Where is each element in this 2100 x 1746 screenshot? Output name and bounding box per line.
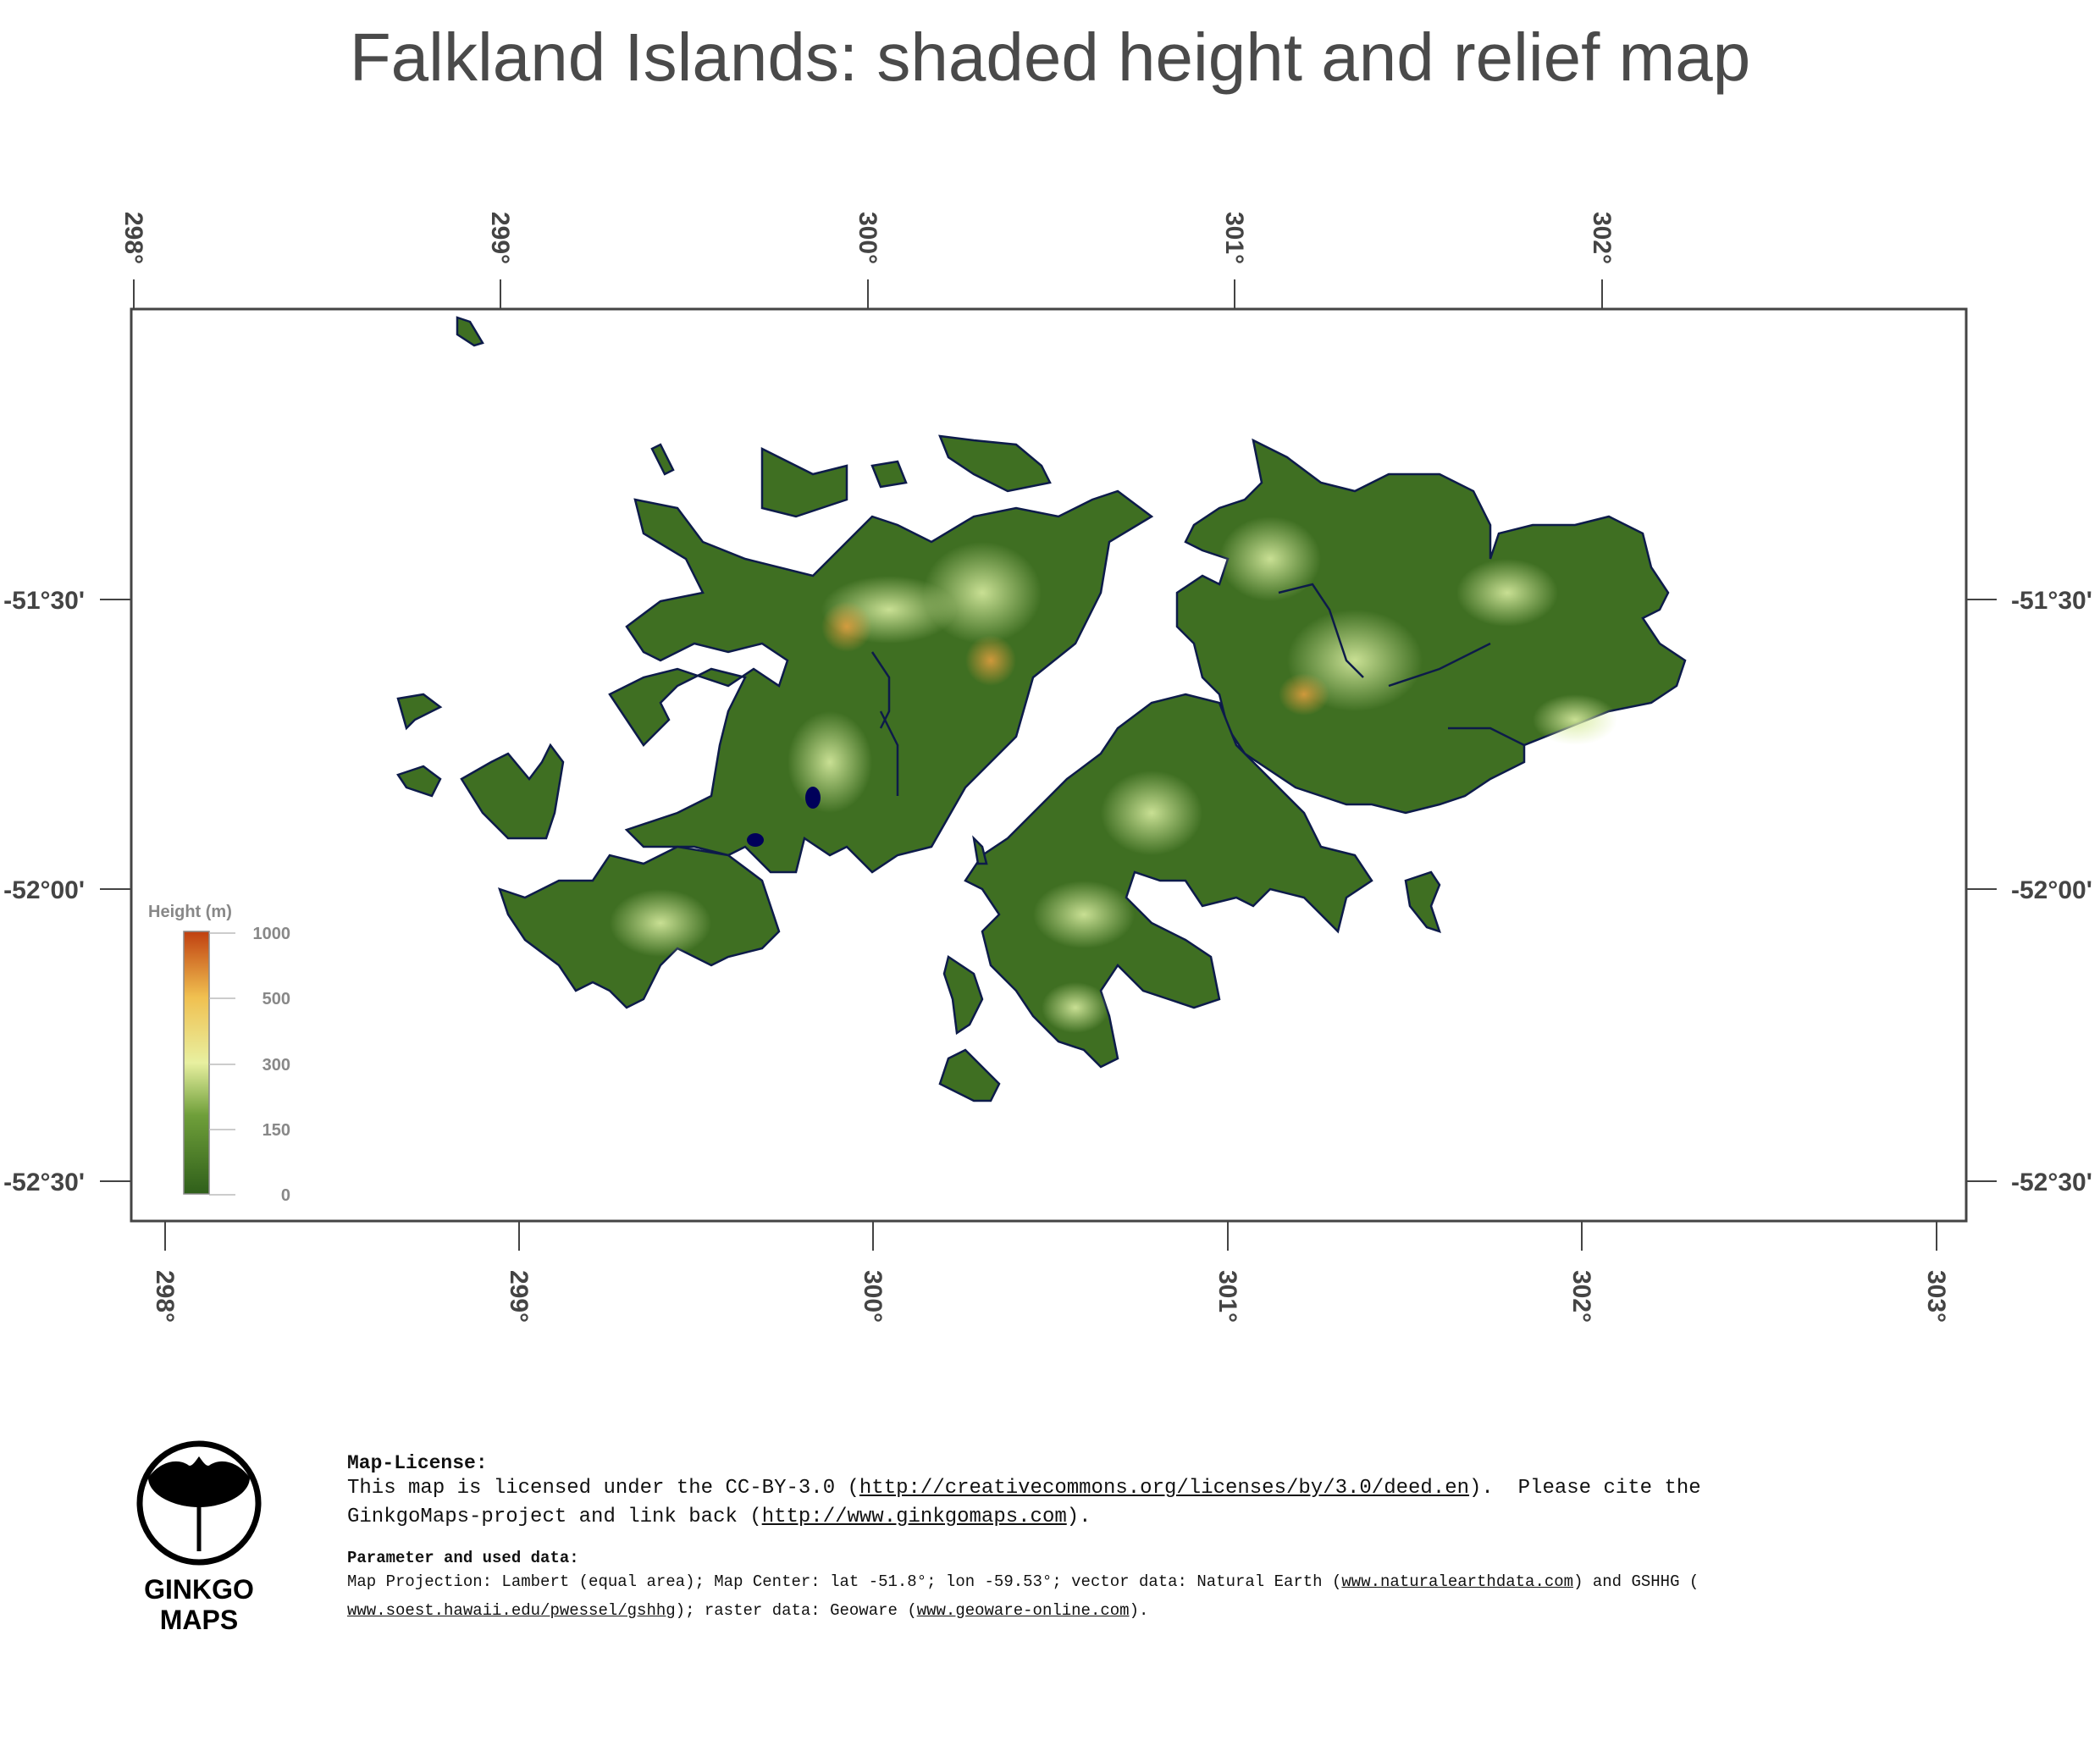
bottom-tick-label: 300° [859, 1270, 887, 1323]
top-tick-label: 302° [1588, 212, 1616, 264]
project-link[interactable]: http://www.ginkgomaps.com [761, 1506, 1067, 1528]
bottom-tick-label: 302° [1567, 1270, 1595, 1323]
license-text-2: ). Please cite the [1469, 1477, 1701, 1500]
lively-island [1404, 870, 1441, 933]
param-text-1: Map Projection: Lambert (equal area); Ma… [347, 1572, 1342, 1591]
param-heading: Parameter and used data: [347, 1549, 579, 1567]
bottom-tick-label: 303° [1922, 1270, 1950, 1323]
saunders-island [938, 434, 1052, 493]
legend-tick-label: 300 [262, 1056, 290, 1075]
top-tick-label: 298° [119, 212, 147, 264]
speedwell-island [942, 954, 984, 1036]
param-text-4: ). [1129, 1601, 1149, 1620]
left-tick-label: -52°30' [3, 1169, 85, 1196]
bottom-tick-label: 299° [505, 1270, 533, 1323]
axis-ticks [100, 279, 1997, 1251]
lake-2 [747, 833, 764, 847]
pebble-island [760, 446, 848, 518]
license-text-4: ). [1066, 1506, 1091, 1528]
map-frame [130, 307, 1968, 1223]
lake-1 [805, 787, 821, 809]
logo-line-1: GINKGO [144, 1574, 254, 1605]
left-tick-label: -51°30' [3, 587, 85, 615]
legend-tick-label: 0 [281, 1186, 290, 1205]
license-link[interactable]: http://creativecommons.org/licenses/by/3… [859, 1477, 1470, 1500]
param-text: Map Projection: Lambert (equal area); Ma… [347, 1567, 2024, 1625]
natural-earth-link[interactable]: www.naturalearthdata.com [1341, 1572, 1574, 1591]
param-text-2: ) and GSHHG ( [1573, 1572, 1699, 1591]
param-text-3: ); raster data: Geoware ( [675, 1601, 917, 1620]
east-islet-a [972, 835, 988, 865]
license-text-1: This map is licensed under the CC-BY-3.0… [347, 1477, 859, 1500]
footer: Map-License: This map is licensed under … [347, 1452, 2024, 1625]
jason-island [456, 316, 484, 347]
top-tick-label: 300° [854, 212, 881, 264]
right-tick-label: -51°30' [2011, 587, 2092, 615]
west-islet-a [396, 693, 443, 731]
right-tick-label: -52°00' [2011, 876, 2092, 904]
ginkgo-leaf-icon [136, 1440, 262, 1566]
map-title: Falkland Islands: shaded height and reli… [349, 19, 1751, 95]
top-tick-label: 301° [1220, 212, 1248, 264]
right-tick-label: -52°30' [2011, 1169, 2092, 1196]
geoware-link[interactable]: www.geoware-online.com [916, 1601, 1130, 1620]
bottom-tick-label: 301° [1213, 1270, 1241, 1323]
west-islet-b [396, 765, 442, 798]
ginkgo-logo: GINKGO MAPS [135, 1439, 262, 1635]
license-text: This map is licensed under the CC-BY-3.0… [347, 1474, 2024, 1532]
land-group [396, 316, 1687, 1102]
rivers [870, 583, 1525, 796]
legend-title: Height (m) [148, 903, 232, 921]
legend-tick-label: 1000 [253, 925, 291, 943]
top-tick-label: 299° [486, 212, 514, 264]
legend-tick-label: 150 [262, 1121, 290, 1140]
legend-tick-label: 500 [262, 990, 290, 1008]
gshhg-link[interactable]: www.soest.hawaii.edu/pwessel/gshhg [347, 1601, 676, 1620]
height-legend: Height (m) 1000 500 300 150 0 [148, 903, 290, 1205]
axis-tick-labels: 298° 299° 300° 301° 302° 298° 299° 300° 301° 302°… [3, 212, 2092, 1323]
east-falkland-north [1175, 438, 1687, 815]
logo-line-2: MAPS [159, 1605, 239, 1635]
left-tick-label: -52°00' [3, 876, 85, 904]
bottom-tick-label: 298° [151, 1270, 179, 1323]
legend-colorbar [183, 931, 210, 1195]
weddell-island [460, 743, 565, 840]
west-islet-c [650, 443, 675, 476]
license-heading: Map-License: [347, 1452, 488, 1474]
license-text-3: GinkgoMaps-project and link back ( [347, 1506, 762, 1528]
keppel-island [870, 460, 908, 489]
sea-lion-island [938, 1048, 1001, 1102]
